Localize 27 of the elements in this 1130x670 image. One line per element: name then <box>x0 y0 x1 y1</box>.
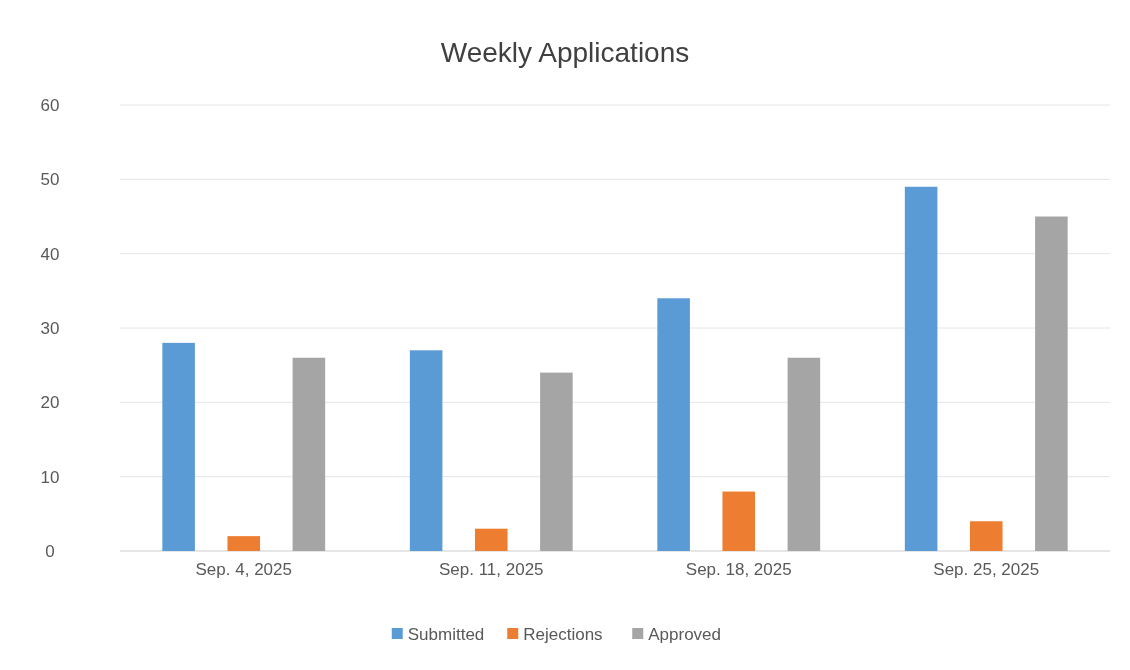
y-tick-label: 10 <box>40 467 60 487</box>
bar <box>787 357 821 551</box>
bar <box>904 186 938 551</box>
bar <box>657 298 690 551</box>
bar <box>227 536 261 551</box>
bar <box>540 372 573 551</box>
legend-label: Approved <box>648 624 722 644</box>
x-tick-label: Sep. 25, 2025 <box>933 559 1040 579</box>
y-tick-label: 40 <box>40 244 60 264</box>
y-tick-label: 20 <box>40 393 60 413</box>
y-tick-label: 30 <box>40 318 60 338</box>
y-tick-label: 50 <box>40 170 60 190</box>
x-tick-label: Sep. 4, 2025 <box>195 559 292 579</box>
chart-title: Weekly Applications <box>440 37 690 68</box>
bar <box>722 491 756 551</box>
x-tick-label: Sep. 11, 2025 <box>438 559 544 579</box>
bar <box>409 350 443 551</box>
legend-label: Submitted <box>407 624 485 644</box>
x-tick-label: Sep. 18, 2025 <box>685 559 792 579</box>
y-tick-label: 0 <box>45 541 55 561</box>
legend-label: Rejections <box>523 624 603 644</box>
bar <box>969 521 1003 551</box>
y-tick-label: 60 <box>40 95 60 115</box>
bar <box>474 528 508 551</box>
bar <box>162 342 195 551</box>
bar <box>1035 216 1068 551</box>
bar <box>292 357 326 551</box>
